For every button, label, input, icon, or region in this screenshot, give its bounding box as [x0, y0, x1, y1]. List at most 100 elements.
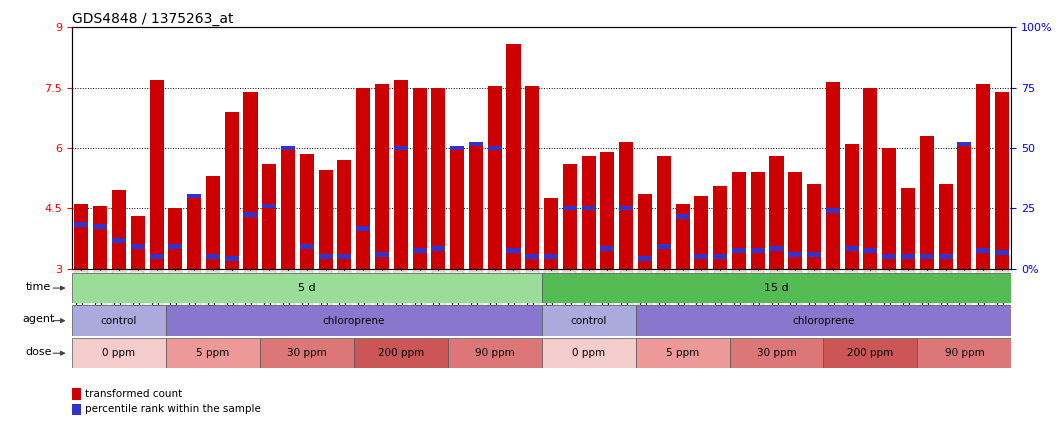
Bar — [450, 146, 464, 150]
Bar — [300, 154, 313, 269]
Text: 30 ppm: 30 ppm — [287, 348, 327, 358]
Bar — [542, 305, 635, 336]
Bar — [957, 142, 971, 146]
Bar — [356, 226, 371, 231]
Bar — [168, 209, 182, 269]
Bar — [824, 338, 917, 368]
Bar — [920, 136, 934, 269]
Bar — [506, 248, 521, 253]
Bar — [826, 208, 840, 212]
Bar — [638, 194, 652, 269]
Bar — [730, 338, 824, 368]
Bar — [544, 198, 558, 269]
Bar — [917, 338, 1011, 368]
Text: control: control — [101, 316, 138, 326]
Bar — [112, 238, 126, 243]
Bar — [807, 184, 821, 269]
Bar — [676, 214, 689, 219]
Bar — [394, 80, 408, 269]
Bar — [826, 82, 840, 269]
Bar — [487, 146, 502, 150]
Bar — [205, 254, 220, 259]
Bar — [542, 338, 635, 368]
Text: 90 ppm: 90 ppm — [945, 348, 984, 358]
Bar — [168, 244, 182, 249]
Bar — [166, 338, 259, 368]
Bar — [938, 254, 953, 259]
Bar — [93, 206, 107, 269]
Bar — [72, 273, 542, 303]
Text: 15 d: 15 d — [765, 283, 789, 293]
Bar — [676, 204, 689, 269]
Bar — [469, 144, 483, 269]
Bar — [244, 212, 257, 217]
Bar — [319, 254, 333, 259]
Bar — [845, 144, 859, 269]
Bar — [354, 338, 448, 368]
Bar — [356, 88, 371, 269]
Bar — [319, 170, 333, 269]
Bar — [976, 84, 990, 269]
Bar — [338, 254, 352, 259]
Bar — [130, 217, 145, 269]
Bar — [863, 88, 878, 269]
Text: GDS4848 / 1375263_at: GDS4848 / 1375263_at — [72, 12, 234, 27]
Bar — [130, 244, 145, 249]
Bar — [901, 254, 915, 259]
Bar — [112, 190, 126, 269]
Bar — [695, 196, 708, 269]
Bar — [469, 142, 483, 146]
Bar — [994, 250, 1009, 255]
Text: 30 ppm: 30 ppm — [756, 348, 796, 358]
Bar — [920, 254, 934, 259]
Bar — [259, 338, 354, 368]
Text: control: control — [571, 316, 607, 326]
Bar — [375, 84, 389, 269]
Bar — [244, 92, 257, 269]
Text: 5 ppm: 5 ppm — [196, 348, 230, 358]
Bar — [431, 246, 446, 251]
Bar — [751, 172, 765, 269]
Bar — [657, 244, 670, 249]
Bar — [72, 388, 82, 400]
Bar — [863, 248, 878, 253]
Bar — [413, 88, 427, 269]
Bar — [657, 156, 670, 269]
Bar — [74, 204, 89, 269]
Text: 5 d: 5 d — [298, 283, 316, 293]
Bar — [713, 186, 728, 269]
Bar — [225, 256, 238, 261]
Bar — [732, 172, 746, 269]
Bar — [525, 254, 539, 259]
Bar — [431, 88, 446, 269]
Text: percentile rank within the sample: percentile rank within the sample — [85, 404, 261, 414]
Bar — [562, 164, 577, 269]
Bar — [788, 253, 803, 257]
Bar — [448, 338, 542, 368]
Bar — [751, 248, 765, 253]
Bar — [413, 248, 427, 253]
Bar — [600, 246, 614, 251]
Bar — [600, 152, 614, 269]
Text: transformed count: transformed count — [85, 390, 182, 399]
Bar — [544, 254, 558, 259]
Bar — [263, 164, 276, 269]
Bar — [994, 92, 1009, 269]
Text: chloroprene: chloroprene — [792, 316, 855, 326]
Bar — [938, 184, 953, 269]
Bar — [638, 256, 652, 261]
Bar — [770, 246, 784, 251]
Bar — [845, 246, 859, 251]
Text: 90 ppm: 90 ppm — [474, 348, 515, 358]
Bar — [281, 146, 295, 150]
Text: 5 ppm: 5 ppm — [666, 348, 699, 358]
Bar — [770, 156, 784, 269]
Bar — [976, 248, 990, 253]
Text: dose: dose — [25, 347, 52, 357]
Bar — [581, 206, 596, 211]
Bar — [394, 146, 408, 150]
Bar — [620, 142, 633, 269]
Bar — [788, 172, 803, 269]
Bar — [93, 224, 107, 228]
Text: 0 ppm: 0 ppm — [103, 348, 136, 358]
